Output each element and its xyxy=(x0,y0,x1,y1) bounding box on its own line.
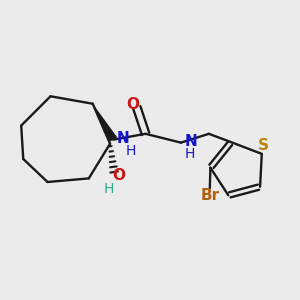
Text: O: O xyxy=(112,168,125,183)
Text: H: H xyxy=(126,144,136,158)
Text: N: N xyxy=(117,131,130,146)
Text: Br: Br xyxy=(200,188,219,203)
Text: N: N xyxy=(184,134,197,149)
Text: H: H xyxy=(184,147,195,161)
Text: H: H xyxy=(104,182,114,196)
Polygon shape xyxy=(93,104,117,142)
Text: S: S xyxy=(258,138,269,153)
Text: O: O xyxy=(126,98,139,112)
